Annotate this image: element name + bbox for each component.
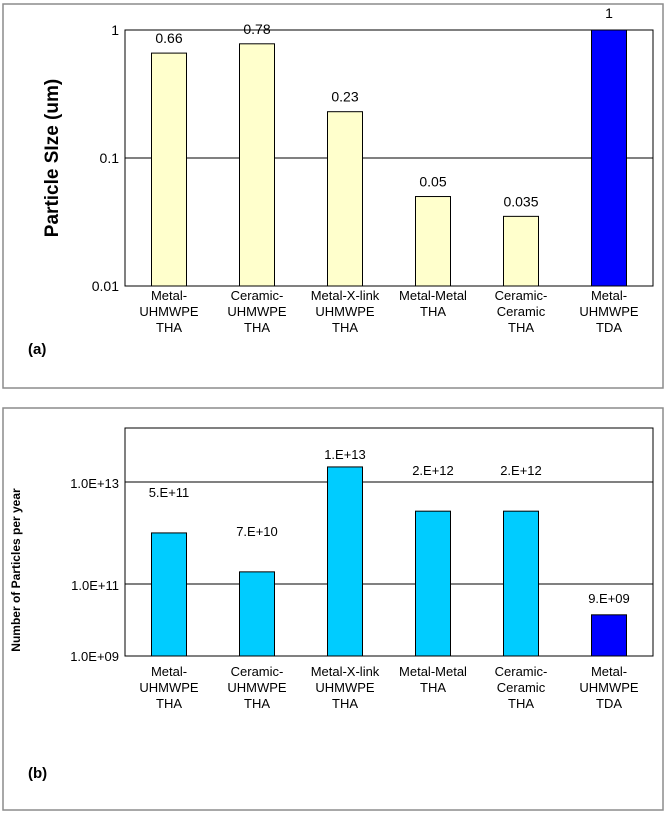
panel-a-bars (151, 29, 627, 287)
panel-b-plot-area (124, 427, 654, 657)
panel-a-category-label: Metal-Metal THA (399, 288, 467, 319)
panel-a-data-label: 1 (605, 5, 613, 21)
panel-a-bar (327, 111, 363, 287)
panel-b-category-label: Metal-UHMWPE TDA (579, 664, 639, 711)
panel-b-data-label: 1.E+13 (324, 447, 366, 462)
panel-b-category-labels: Metal-UHMWPE THA Ceramic-UHMWPE THA Metal-X-… (139, 664, 639, 711)
panel-a-category-labels: Metal-UHMWPE THA Ceramic-UHMWPE THA Metal-X-… (139, 288, 639, 335)
panel-b-bar (415, 510, 451, 657)
panel-b-bar (503, 510, 539, 657)
panel-b-bar (239, 571, 275, 657)
panel-a-y-axis-title: Particle SIze (um) (42, 79, 63, 237)
panel-b-category-label: Metal-Metal THA (399, 664, 467, 695)
panel-a-bar (591, 29, 627, 287)
panel-a-data-labels: 0.66 0.78 0.23 0.05 0.035 1 (155, 5, 613, 209)
panel-b-bar (327, 466, 363, 657)
panel-a-data-label: 0.23 (331, 89, 358, 105)
panel-a-ytick-label: 0.1 (100, 150, 120, 166)
panel-b-data-label: 9.E+09 (588, 591, 630, 606)
panel-a-ytick-label: 1 (111, 22, 119, 38)
panel-b-data-label: 2.E+12 (412, 463, 454, 478)
panel-b-bar (591, 614, 627, 657)
panel-b-ytick-label: 1.0E+11 (71, 578, 119, 593)
panel-a-category-label: Metal-X-link UHMWPE THA (311, 288, 380, 335)
panel-a-category-label: Metal-UHMWPE THA (139, 288, 199, 335)
panel-a-ytick-label: 0.01 (92, 278, 119, 294)
panel-b: 1.0E+13 1.0E+11 1.0E+09 Number of Partic… (2, 407, 664, 811)
panel-b-category-label: Metal-X-link UHMWPE THA (311, 664, 380, 711)
panel-b-data-label: 5.E+11 (149, 485, 190, 500)
panel-a-category-label: Ceramic-UHMWPE THA (227, 288, 287, 335)
panel-b-bar (151, 532, 187, 657)
panel-a-category-label: Metal-UHMWPE TDA (579, 288, 639, 335)
panel-b-label: (b) (28, 765, 47, 782)
panel-a-bar (239, 43, 275, 287)
panel-b-category-label: Metal-UHMWPE THA (139, 664, 199, 711)
panel-b-data-labels: 5.E+11 7.E+10 1.E+13 2.E+12 2.E+12 9.E+09 (149, 447, 630, 606)
panel-a-data-label: 0.05 (419, 174, 446, 190)
panel-b-ytick-label: 1.0E+09 (70, 649, 119, 664)
panel-a-data-label: 0.035 (503, 193, 538, 209)
panel-a-category-label: Ceramic-Ceramic THA (495, 288, 548, 335)
panel-a-data-label: 0.78 (243, 21, 270, 37)
panel-a-bar (415, 196, 451, 287)
panel-a-label: (a) (28, 341, 46, 358)
panel-b-data-label: 2.E+12 (500, 463, 542, 478)
panel-b-ytick-label: 1.0E+13 (70, 476, 119, 491)
panel-a-bar (151, 52, 187, 287)
panel-b-category-label: Ceramic-UHMWPE THA (227, 664, 287, 711)
panel-b-category-label: Ceramic-Ceramic THA (495, 664, 548, 711)
panel-b-data-label: 7.E+10 (236, 524, 278, 539)
panel-a-data-label: 0.66 (155, 30, 182, 46)
panel-a-bar (503, 215, 539, 287)
panel-b-y-axis-title: Number of Particles per year (9, 488, 23, 652)
panel-a: 1 0.1 0.01 Particle SIze (um) 0.660.780.… (2, 3, 664, 389)
panel-b-bars (151, 466, 627, 657)
